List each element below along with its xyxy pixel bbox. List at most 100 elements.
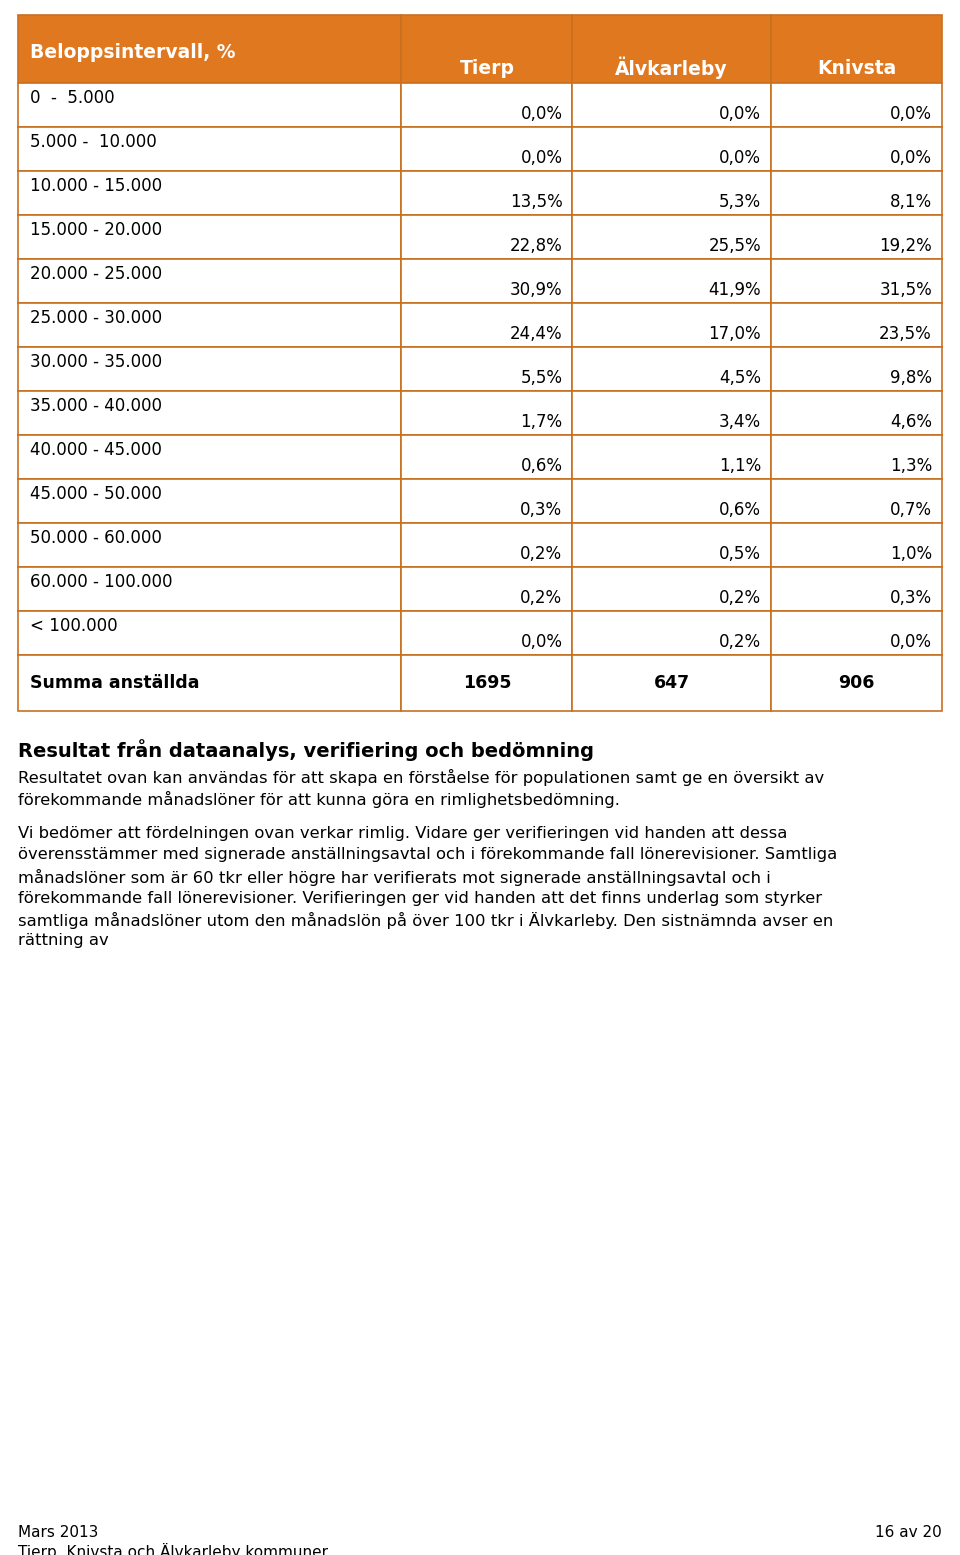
Text: 8,1%: 8,1%	[890, 193, 932, 211]
Bar	[771, 171, 942, 215]
Text: Mars 2013: Mars 2013	[18, 1525, 98, 1539]
Text: Vi bedömer att fördelningen ovan verkar rimlig. Vidare ger verifieringen vid han: Vi bedömer att fördelningen ovan verkar …	[18, 826, 787, 841]
Bar	[18, 522, 401, 568]
Bar	[401, 568, 572, 611]
Bar	[401, 82, 572, 128]
Bar	[18, 215, 401, 260]
Bar	[771, 522, 942, 568]
Bar	[18, 568, 401, 611]
Text: samtliga månadslöner utom den månadslön på över 100 tkr i Älvkarleby. Den sistnä: samtliga månadslöner utom den månadslön …	[18, 911, 833, 928]
Text: 0,0%: 0,0%	[719, 149, 761, 166]
Text: 0,0%: 0,0%	[520, 633, 563, 652]
Bar	[401, 390, 572, 435]
Text: 0,0%: 0,0%	[719, 104, 761, 123]
Bar	[572, 347, 771, 390]
Text: 906: 906	[838, 673, 875, 692]
Bar	[771, 568, 942, 611]
Text: 25.000 - 30.000: 25.000 - 30.000	[30, 309, 162, 328]
Bar	[771, 655, 942, 711]
Text: 45.000 - 50.000: 45.000 - 50.000	[30, 485, 162, 504]
Text: 0,2%: 0,2%	[520, 589, 563, 606]
Bar	[401, 655, 572, 711]
Text: Resultat från dataanalys, verifiering och bedömning: Resultat från dataanalys, verifiering oc…	[18, 739, 594, 760]
Bar	[401, 611, 572, 655]
Text: 20.000 - 25.000: 20.000 - 25.000	[30, 266, 162, 283]
Text: Knivsta: Knivsta	[817, 59, 896, 78]
Text: 0,2%: 0,2%	[719, 589, 761, 606]
Bar	[572, 260, 771, 303]
Text: 0,3%: 0,3%	[520, 501, 563, 519]
Text: 1,3%: 1,3%	[890, 457, 932, 474]
Bar	[401, 171, 572, 215]
Text: Resultatet ovan kan användas för att skapa en förståelse för populationen samt g: Resultatet ovan kan användas för att ska…	[18, 770, 825, 785]
Text: 35.000 - 40.000: 35.000 - 40.000	[30, 398, 162, 415]
Bar	[18, 611, 401, 655]
Bar	[18, 303, 401, 347]
Bar	[18, 82, 401, 128]
Bar	[401, 479, 572, 522]
Bar	[18, 260, 401, 303]
Text: 13,5%: 13,5%	[510, 193, 563, 211]
Bar	[18, 171, 401, 215]
Text: 60.000 - 100.000: 60.000 - 100.000	[30, 574, 173, 591]
Text: 5,5%: 5,5%	[520, 369, 563, 387]
Bar	[401, 215, 572, 260]
Text: 1,0%: 1,0%	[890, 544, 932, 563]
Bar	[401, 16, 572, 82]
Text: 24,4%: 24,4%	[510, 325, 563, 342]
Text: 0,0%: 0,0%	[520, 104, 563, 123]
Text: 0,7%: 0,7%	[890, 501, 932, 519]
Bar	[401, 522, 572, 568]
Bar	[771, 128, 942, 171]
Text: Tierp, Knivsta och Älvkarleby kommuner: Tierp, Knivsta och Älvkarleby kommuner	[18, 1543, 328, 1555]
Text: 4,6%: 4,6%	[890, 412, 932, 431]
Text: 0,2%: 0,2%	[719, 633, 761, 652]
Text: 41,9%: 41,9%	[708, 281, 761, 299]
Text: 22,8%: 22,8%	[510, 236, 563, 255]
Bar	[401, 260, 572, 303]
Text: < 100.000: < 100.000	[30, 617, 118, 636]
Text: 17,0%: 17,0%	[708, 325, 761, 342]
Text: Älvkarleby: Älvkarleby	[615, 58, 728, 79]
Bar	[572, 435, 771, 479]
Text: 31,5%: 31,5%	[879, 281, 932, 299]
Bar	[771, 611, 942, 655]
Text: 0,6%: 0,6%	[719, 501, 761, 519]
Bar	[572, 16, 771, 82]
Text: 1,7%: 1,7%	[520, 412, 563, 431]
Text: 0,0%: 0,0%	[890, 104, 932, 123]
Text: 5,3%: 5,3%	[719, 193, 761, 211]
Bar	[18, 435, 401, 479]
Bar	[401, 435, 572, 479]
Bar	[572, 390, 771, 435]
Bar	[572, 611, 771, 655]
Bar	[572, 215, 771, 260]
Text: 0,0%: 0,0%	[890, 633, 932, 652]
Bar	[18, 128, 401, 171]
Bar	[572, 522, 771, 568]
Text: Beloppsintervall, %: Beloppsintervall, %	[30, 44, 235, 62]
Bar	[18, 347, 401, 390]
Bar	[771, 215, 942, 260]
Bar	[771, 479, 942, 522]
Bar	[771, 16, 942, 82]
Bar	[18, 655, 401, 711]
Text: 23,5%: 23,5%	[879, 325, 932, 342]
Text: Tierp: Tierp	[460, 59, 515, 78]
Text: 19,2%: 19,2%	[879, 236, 932, 255]
Text: 0,3%: 0,3%	[890, 589, 932, 606]
Text: 3,4%: 3,4%	[719, 412, 761, 431]
Text: 0,0%: 0,0%	[890, 149, 932, 166]
Bar	[18, 479, 401, 522]
Bar	[771, 260, 942, 303]
Bar	[18, 16, 401, 82]
Text: 30,9%: 30,9%	[510, 281, 563, 299]
Bar	[771, 303, 942, 347]
Bar	[572, 303, 771, 347]
Text: 9,8%: 9,8%	[890, 369, 932, 387]
Text: 0  -  5.000: 0 - 5.000	[30, 89, 114, 107]
Text: överensstämmer med signerade anställningsavtal och i förekommande fall lönerevis: överensstämmer med signerade anställning…	[18, 847, 837, 863]
Text: 30.000 - 35.000: 30.000 - 35.000	[30, 353, 162, 372]
Text: Summa anställda: Summa anställda	[30, 673, 200, 692]
Bar	[771, 347, 942, 390]
